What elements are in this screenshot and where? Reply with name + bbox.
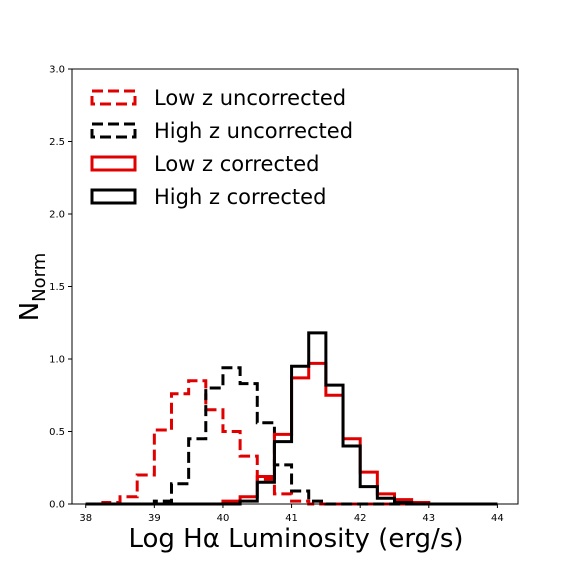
- y-axis-title-subscript: Norm: [29, 253, 50, 302]
- legend-label-1: High z uncorrected: [154, 119, 353, 143]
- legend-handle-0: [90, 89, 137, 106]
- x-tick-label: 38: [79, 513, 92, 524]
- y-tick-label: 1.5: [49, 282, 65, 293]
- series-layer: [85, 331, 498, 506]
- legend: Low z uncorrected High z uncorrected Low z…: [90, 86, 353, 209]
- x-tick-label: 41: [285, 513, 298, 524]
- legend-label-3: High z corrected: [154, 185, 326, 209]
- y-tick-label: 3.0: [49, 65, 65, 76]
- x-tick-label: 43: [422, 513, 435, 524]
- y-tick-label: 0.0: [49, 500, 65, 511]
- y-axis-title: NNorm: [15, 253, 50, 322]
- y-tick-label: 2.0: [49, 210, 65, 221]
- legend-label-2: Low z corrected: [154, 152, 320, 176]
- x-tick-label: 39: [148, 513, 161, 524]
- x-tick-label: 44: [491, 513, 504, 524]
- ticks-layer: 38 39 40 41 42 43 44 0.0 0.5 1.0 1.5 2.0 2.5 3.0: [49, 65, 504, 525]
- legend-handle-3: [90, 188, 137, 205]
- x-tick-label: 40: [217, 513, 230, 524]
- y-tick-label: 1.0: [49, 355, 65, 366]
- y-tick-label: 2.5: [49, 137, 65, 148]
- x-axis-title: Log Hα Luminosity (erg/s): [128, 524, 463, 554]
- y-axis-title-main: N: [15, 302, 45, 321]
- legend-handle-1: [90, 122, 137, 139]
- y-tick-label: 0.5: [49, 427, 65, 438]
- x-tick-label: 42: [354, 513, 367, 524]
- legend-label-0: Low z uncorrected: [154, 86, 346, 110]
- legend-handle-2: [90, 155, 137, 172]
